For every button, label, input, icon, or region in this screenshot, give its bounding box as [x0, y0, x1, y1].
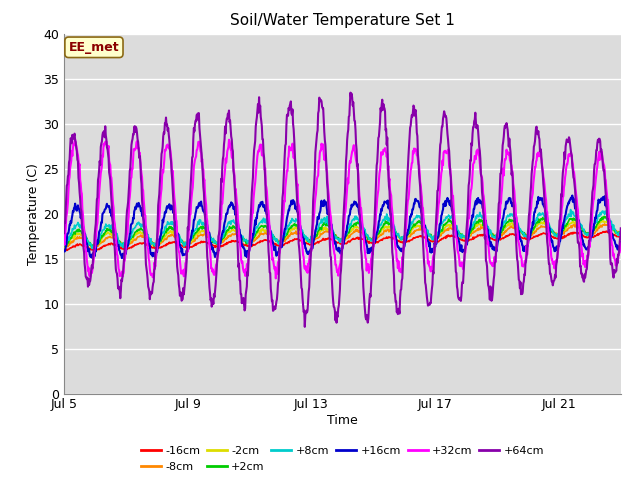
+64cm [444, 131, 451, 137]
+16cm [617, 240, 625, 245]
-16cm [495, 236, 502, 242]
+16cm [505, 195, 513, 201]
+8cm [306, 239, 314, 245]
+32cm [60, 240, 68, 246]
+64cm [306, 270, 314, 276]
-16cm [286, 239, 294, 244]
+2cm [286, 225, 294, 231]
+32cm [495, 213, 503, 219]
-8cm [92, 244, 99, 250]
Line: +32cm: +32cm [64, 140, 621, 278]
+16cm [306, 249, 314, 254]
+64cm [617, 226, 625, 231]
-8cm [286, 233, 294, 239]
+16cm [88, 255, 96, 261]
Text: EE_met: EE_met [68, 41, 119, 54]
-8cm [306, 239, 314, 244]
+32cm [272, 276, 280, 281]
-2cm [60, 245, 68, 251]
-2cm [617, 230, 625, 236]
+2cm [89, 244, 97, 250]
+16cm [568, 192, 576, 198]
Y-axis label: Temperature (C): Temperature (C) [28, 163, 40, 264]
Line: +8cm: +8cm [64, 210, 621, 248]
+8cm [443, 216, 451, 221]
-2cm [442, 223, 450, 229]
-2cm [598, 217, 606, 223]
+16cm [443, 198, 451, 204]
+32cm [118, 271, 125, 276]
+8cm [495, 228, 502, 234]
-2cm [504, 221, 512, 227]
+2cm [600, 214, 608, 219]
+8cm [617, 229, 625, 235]
-8cm [617, 231, 625, 237]
+64cm [301, 324, 308, 330]
+32cm [307, 253, 314, 259]
+8cm [60, 242, 68, 248]
+8cm [286, 220, 294, 226]
-16cm [118, 245, 125, 251]
-16cm [306, 242, 314, 248]
+2cm [495, 231, 502, 237]
+2cm [617, 231, 625, 237]
+2cm [505, 219, 513, 225]
Line: +2cm: +2cm [64, 216, 621, 247]
+8cm [88, 245, 96, 251]
+32cm [287, 145, 294, 151]
-2cm [494, 232, 502, 238]
-16cm [60, 247, 68, 252]
-16cm [443, 234, 451, 240]
-2cm [285, 229, 293, 235]
-8cm [505, 226, 513, 231]
+32cm [71, 137, 79, 143]
+32cm [444, 149, 451, 155]
-8cm [601, 221, 609, 227]
+8cm [567, 207, 575, 213]
Title: Soil/Water Temperature Set 1: Soil/Water Temperature Set 1 [230, 13, 455, 28]
-2cm [117, 241, 125, 247]
+64cm [60, 230, 68, 236]
+16cm [118, 252, 125, 258]
+64cm [285, 107, 293, 113]
Line: -2cm: -2cm [64, 220, 621, 248]
+8cm [118, 240, 125, 246]
+16cm [286, 203, 294, 209]
-8cm [495, 233, 502, 239]
+32cm [617, 240, 625, 246]
+64cm [506, 136, 513, 142]
+64cm [495, 199, 503, 204]
Line: -16cm: -16cm [64, 231, 621, 251]
X-axis label: Time: Time [327, 414, 358, 427]
-16cm [617, 234, 625, 240]
+16cm [495, 236, 502, 241]
+2cm [306, 237, 314, 242]
+2cm [118, 243, 125, 249]
+64cm [117, 288, 125, 294]
+16cm [60, 249, 68, 254]
+64cm [347, 90, 355, 96]
-16cm [63, 248, 70, 253]
-16cm [505, 232, 513, 238]
Line: -8cm: -8cm [64, 224, 621, 247]
-16cm [603, 228, 611, 234]
Line: +64cm: +64cm [64, 93, 621, 327]
-2cm [305, 238, 313, 243]
+32cm [506, 150, 513, 156]
-8cm [118, 241, 125, 247]
-8cm [60, 244, 68, 250]
Legend: -16cm, -8cm, -2cm, +2cm, +8cm, +16cm, +32cm, +64cm: -16cm, -8cm, -2cm, +2cm, +8cm, +16cm, +3… [141, 446, 544, 471]
+2cm [60, 242, 68, 248]
+8cm [505, 214, 513, 219]
+2cm [443, 220, 451, 226]
-8cm [443, 227, 451, 233]
Line: +16cm: +16cm [64, 195, 621, 258]
